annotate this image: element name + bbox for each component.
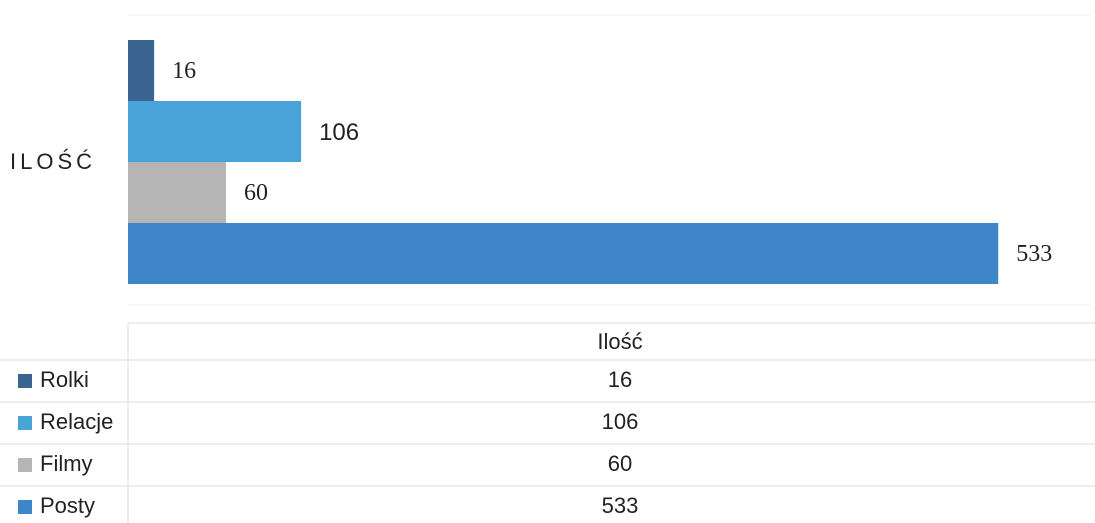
legend-swatch [18, 374, 32, 388]
data-label: 16 [172, 58, 196, 84]
legend-label: Rolki [40, 367, 89, 392]
legend-label: Relacje [40, 409, 113, 434]
bar [128, 101, 302, 162]
table-value: 16 [608, 367, 632, 392]
legend-swatch [18, 458, 32, 472]
table-value: 106 [602, 409, 639, 434]
bar [128, 40, 155, 101]
bar [128, 223, 999, 284]
table-value: 60 [608, 451, 632, 476]
data-label: 60 [244, 180, 268, 206]
category-label: ILOŚĆ [10, 149, 96, 174]
data-label: 533 [1016, 241, 1052, 267]
table-header: Ilość [597, 329, 642, 354]
legend-label: Posty [40, 493, 95, 518]
legend-swatch [18, 416, 32, 430]
bar [128, 162, 226, 223]
legend-label: Filmy [40, 451, 93, 476]
table-value: 533 [602, 493, 639, 518]
legend-swatch [18, 500, 32, 514]
data-label: 106 [319, 119, 359, 146]
